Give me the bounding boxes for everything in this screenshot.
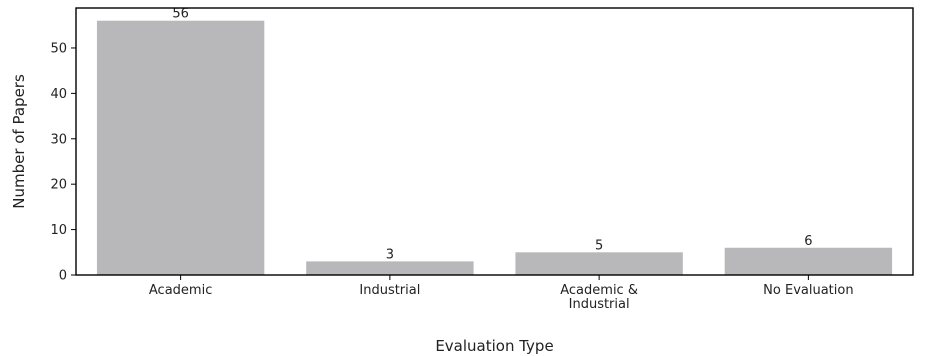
bar-value-label: 56 bbox=[172, 7, 189, 22]
bar bbox=[96, 20, 265, 276]
bars bbox=[96, 20, 893, 276]
bar bbox=[515, 252, 683, 275]
x-tick-label: Industrial bbox=[359, 283, 420, 298]
plot-frame bbox=[75, 7, 914, 276]
y-tick-label: 40 bbox=[50, 87, 67, 102]
y-tick-label: 0 bbox=[59, 269, 67, 284]
y-tick-label: 50 bbox=[50, 41, 67, 56]
x-axis: Academic Industrial Academic &IndustrialNo… bbox=[149, 275, 854, 312]
y-axis-label: Number of Papers bbox=[10, 74, 28, 209]
y-tick-label: 20 bbox=[50, 178, 67, 193]
x-tick-label: No Evaluation bbox=[763, 283, 853, 298]
bar bbox=[306, 261, 474, 275]
y-tick-label: 30 bbox=[50, 132, 67, 147]
y-tick-label: 10 bbox=[50, 223, 67, 238]
x-tick-label: Industrial bbox=[569, 297, 630, 312]
x-tick-label: Academic bbox=[149, 283, 212, 298]
x-tick-label: Academic & bbox=[560, 283, 638, 298]
bar-value-label: 6 bbox=[804, 234, 812, 249]
bar-value-label: 5 bbox=[595, 238, 603, 253]
y-axis: 0 10 20 30 40 50 bbox=[50, 41, 76, 284]
x-axis-label: Evaluation Type bbox=[435, 337, 553, 355]
bar bbox=[724, 247, 893, 275]
bar-value-label: 3 bbox=[386, 247, 394, 262]
